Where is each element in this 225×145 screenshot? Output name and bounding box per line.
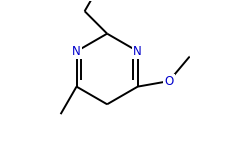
Text: O: O xyxy=(164,75,173,88)
Text: N: N xyxy=(133,45,142,58)
Text: N: N xyxy=(72,45,81,58)
